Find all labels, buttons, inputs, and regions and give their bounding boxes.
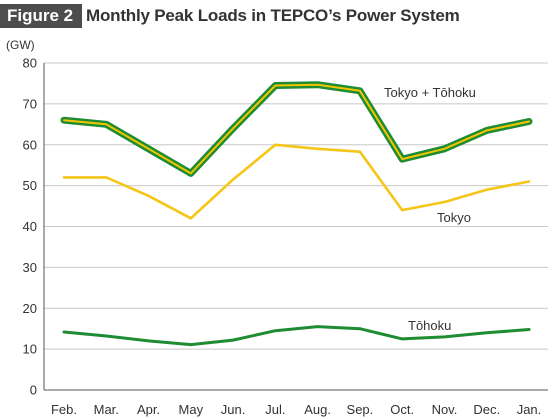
y-tick-label-0: 0: [30, 383, 37, 398]
x-tick-label-9: Nov.: [432, 402, 458, 417]
series-label-tohoku: Tōhoku: [408, 318, 451, 333]
series-1-point-1: [105, 176, 107, 178]
y-tick-label-30: 30: [23, 260, 37, 275]
y-tick-label-20: 20: [23, 301, 37, 316]
axes: [43, 63, 548, 391]
series-1-point-8: [401, 209, 403, 211]
series-0-point-0: [63, 119, 65, 121]
figure-badge: Figure 2: [0, 4, 83, 28]
x-tick-label-0: Feb.: [51, 402, 77, 417]
series-2-point-10: [486, 332, 488, 334]
series-0-point-4: [232, 127, 234, 129]
series-0-point-7: [359, 90, 361, 92]
x-tick-label-10: Dec.: [473, 402, 500, 417]
series-1-point-2: [147, 195, 149, 197]
y-tick-label-70: 70: [23, 96, 37, 111]
series-2-point-1: [105, 335, 107, 337]
series-2-point-4: [232, 339, 234, 341]
x-tick-label-4: Jun.: [221, 402, 246, 417]
series-1-point-11: [528, 180, 530, 182]
series-line-tohoku: [62, 325, 531, 347]
series-2-point-0: [63, 331, 65, 333]
series-label-tokyo: Tokyo: [437, 210, 471, 225]
series-0-point-2: [147, 148, 149, 150]
series-0-point-10: [486, 129, 488, 131]
series-line-tokyo: [62, 143, 531, 220]
series-0-point-5: [274, 84, 276, 86]
series-2-point-8: [401, 338, 403, 340]
series-0-point-11: [528, 120, 530, 122]
series-1-point-7: [359, 150, 361, 152]
figure-title: Monthly Peak Loads in TEPCO’s Power Syst…: [86, 6, 460, 25]
x-tick-label-2: Apr.: [137, 402, 160, 417]
series-2-point-6: [316, 325, 318, 327]
labels: 0 10 20 30 40 50 60 70 80 Feb. Mar. Apr. May Jun. Jul.…: [6, 38, 541, 417]
x-tick-label-7: Sep.: [347, 402, 374, 417]
x-tick-label-8: Oct.: [390, 402, 414, 417]
x-tick-label-11: Jan.: [517, 402, 542, 417]
y-tick-label-10: 10: [23, 342, 37, 357]
series-line-combined-core: [63, 83, 530, 175]
series-1-point-3: [190, 217, 192, 219]
series-2-point-7: [359, 327, 361, 329]
y-tick-label-40: 40: [23, 219, 37, 234]
series-1-point-0: [63, 176, 65, 178]
series-0-point-6: [316, 83, 318, 85]
series-lines: [60, 81, 533, 347]
series-2-point-5: [274, 330, 276, 332]
series-2-point-2: [147, 340, 149, 342]
series-1-point-5: [274, 144, 276, 146]
series-0-point-1: [105, 123, 107, 125]
series-2-point-9: [443, 336, 445, 338]
y-axis-unit-label: (GW): [6, 38, 35, 52]
series-label-tokyo-tohoku: Tokyo + Tōhoku: [384, 85, 476, 100]
x-tick-label-3: May: [179, 402, 204, 417]
y-tick-label-80: 80: [23, 56, 37, 71]
series-2-point-3: [190, 343, 192, 345]
x-tick-label-1: Mar.: [94, 402, 119, 417]
figure-header: Figure 2 Monthly Peak Loads in TEPCO’s P…: [0, 0, 557, 32]
y-tick-label-50: 50: [23, 178, 37, 193]
series-1-point-6: [316, 148, 318, 150]
gridlines: [44, 62, 548, 350]
y-tick-label-60: 60: [23, 137, 37, 152]
series-2-point-11: [528, 328, 530, 330]
x-tick-label-6: Aug.: [304, 402, 331, 417]
series-0-point-8: [401, 158, 403, 160]
series-1-point-9: [443, 201, 445, 203]
series-0-point-3: [190, 172, 192, 174]
series-0-point-9: [443, 148, 445, 150]
series-1-point-4: [232, 178, 234, 180]
x-tick-label-5: Jul.: [265, 402, 285, 417]
series-1-point-10: [486, 189, 488, 191]
